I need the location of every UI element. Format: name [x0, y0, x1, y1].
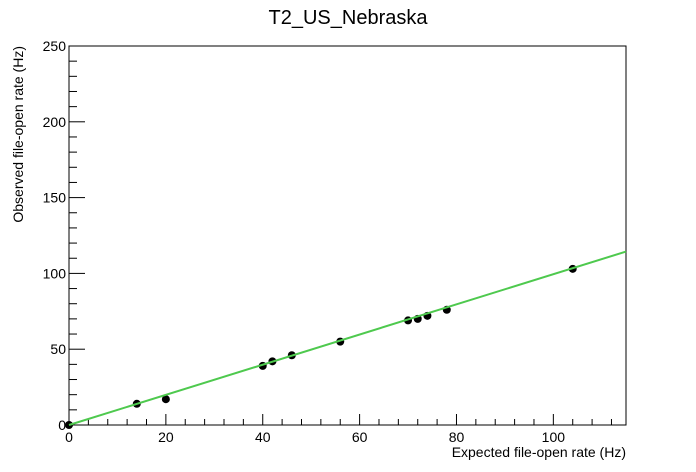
y-tick-label: 250 [43, 38, 67, 54]
series-layer [65, 250, 627, 429]
y-tick-label: 150 [43, 190, 67, 206]
x-tick-label: 20 [158, 429, 174, 445]
y-tick-label: 200 [43, 114, 67, 130]
x-tick-label: 100 [542, 429, 566, 445]
x-tick-label: 60 [352, 429, 368, 445]
y-tick-label: 50 [50, 341, 66, 357]
plot-frame [68, 45, 627, 426]
x-axis-title: Expected file-open rate (Hz) [452, 444, 626, 460]
y-axis-title: Observed file-open rate (Hz) [10, 46, 26, 223]
y-tick-label: 0 [58, 417, 66, 433]
fit-line [68, 250, 627, 426]
chart-title: T2_US_Nebraska [269, 7, 429, 29]
data-point [161, 395, 170, 404]
axes: 0 20 40 60 80 100 0 50 100 150 200 250 [43, 38, 612, 445]
x-tick-label: 40 [255, 429, 271, 445]
y-tick-label: 100 [43, 265, 67, 281]
x-tick-label: 80 [449, 429, 465, 445]
x-tick-label: 0 [65, 429, 73, 445]
